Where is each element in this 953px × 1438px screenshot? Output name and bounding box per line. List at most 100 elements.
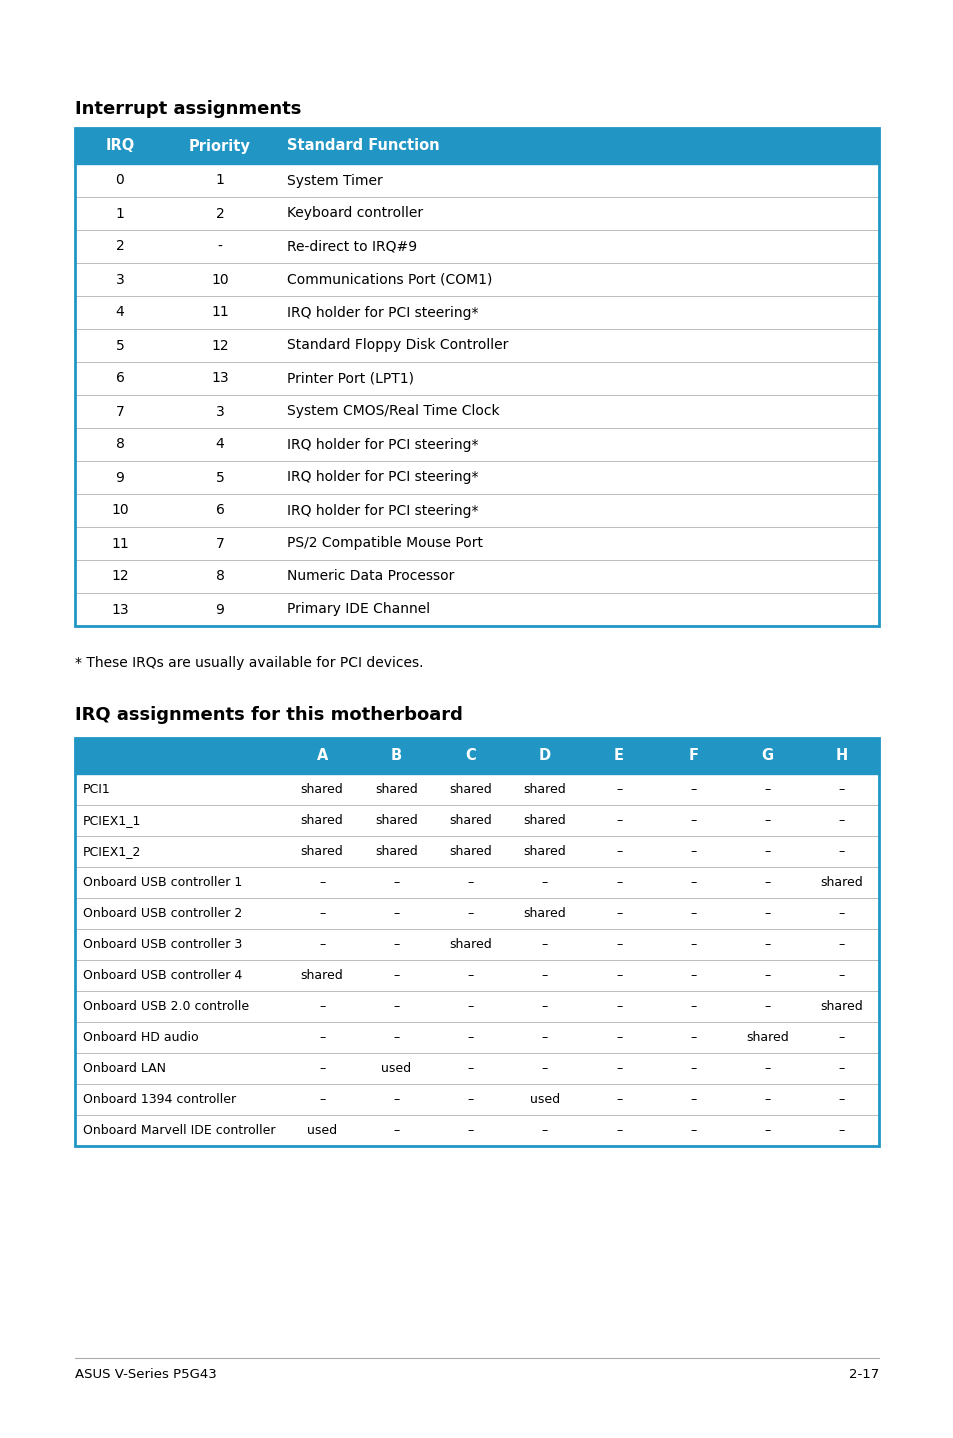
Text: 5: 5	[115, 338, 124, 352]
Text: shared: shared	[820, 876, 862, 889]
Text: IRQ holder for PCI steering*: IRQ holder for PCI steering*	[287, 503, 478, 518]
Text: –: –	[616, 814, 621, 827]
Text: –: –	[616, 876, 621, 889]
Bar	[75, 128, 878, 626]
Text: 5: 5	[215, 470, 224, 485]
Text: –: –	[690, 846, 696, 858]
Text: 1: 1	[115, 207, 124, 220]
Text: 12: 12	[211, 338, 229, 352]
Text: 10: 10	[112, 503, 129, 518]
Text: –: –	[838, 907, 844, 920]
Text: shared: shared	[523, 784, 566, 797]
Text: IRQ holder for PCI steering*: IRQ holder for PCI steering*	[287, 305, 478, 319]
Bar	[75, 128, 878, 164]
Text: –: –	[467, 1093, 474, 1106]
Text: 13: 13	[211, 371, 229, 385]
Text: –: –	[393, 999, 399, 1012]
Text: Onboard USB 2.0 controlle: Onboard USB 2.0 controlle	[83, 999, 249, 1012]
Text: used: used	[307, 1125, 336, 1137]
Text: –: –	[467, 876, 474, 889]
Text: –: –	[541, 1031, 547, 1044]
Text: –: –	[690, 938, 696, 951]
Text: –: –	[690, 907, 696, 920]
Text: IRQ: IRQ	[105, 138, 134, 154]
Text: 8: 8	[215, 569, 224, 584]
Text: 9: 9	[115, 470, 124, 485]
Text: –: –	[838, 784, 844, 797]
Text: –: –	[616, 907, 621, 920]
Text: 4: 4	[215, 437, 224, 452]
Text: shared: shared	[523, 846, 566, 858]
Text: –: –	[467, 969, 474, 982]
Text: –: –	[763, 1093, 770, 1106]
Text: –: –	[616, 784, 621, 797]
Text: –: –	[393, 907, 399, 920]
Text: Re-direct to IRQ#9: Re-direct to IRQ#9	[287, 240, 416, 253]
Bar	[75, 738, 878, 774]
Text: shared: shared	[375, 846, 417, 858]
Text: shared: shared	[375, 784, 417, 797]
Text: –: –	[616, 1063, 621, 1076]
Text: –: –	[541, 938, 547, 951]
Text: 0: 0	[115, 174, 124, 187]
Text: Interrupt assignments: Interrupt assignments	[75, 101, 301, 118]
Text: PS/2 Compatible Mouse Port: PS/2 Compatible Mouse Port	[287, 536, 482, 551]
Text: shared: shared	[820, 999, 862, 1012]
Text: 11: 11	[211, 305, 229, 319]
Text: –: –	[616, 969, 621, 982]
Text: –: –	[318, 938, 325, 951]
Text: -: -	[217, 240, 222, 253]
Text: System Timer: System Timer	[287, 174, 382, 187]
Text: –: –	[763, 814, 770, 827]
Text: D: D	[538, 749, 551, 764]
Text: 4: 4	[115, 305, 124, 319]
Text: G: G	[760, 749, 773, 764]
Text: –: –	[763, 999, 770, 1012]
Text: Numeric Data Processor: Numeric Data Processor	[287, 569, 454, 584]
Text: PCI1: PCI1	[83, 784, 111, 797]
Text: shared: shared	[300, 814, 343, 827]
Text: A: A	[316, 749, 328, 764]
Text: 1: 1	[215, 174, 224, 187]
Text: shared: shared	[300, 846, 343, 858]
Text: 8: 8	[115, 437, 124, 452]
Text: 2: 2	[215, 207, 224, 220]
Text: H: H	[835, 749, 847, 764]
Text: shared: shared	[745, 1031, 788, 1044]
Text: F: F	[688, 749, 698, 764]
Text: –: –	[467, 1125, 474, 1137]
Text: –: –	[541, 969, 547, 982]
Text: –: –	[541, 999, 547, 1012]
Text: IRQ assignments for this motherboard: IRQ assignments for this motherboard	[75, 706, 462, 723]
Text: shared: shared	[523, 907, 566, 920]
Text: –: –	[318, 1093, 325, 1106]
Text: –: –	[690, 876, 696, 889]
Text: Standard Floppy Disk Controller: Standard Floppy Disk Controller	[287, 338, 508, 352]
Text: –: –	[763, 846, 770, 858]
Text: –: –	[690, 784, 696, 797]
Text: Onboard Marvell IDE controller: Onboard Marvell IDE controller	[83, 1125, 275, 1137]
Text: –: –	[541, 1063, 547, 1076]
Text: –: –	[838, 1093, 844, 1106]
Text: –: –	[393, 1093, 399, 1106]
Text: C: C	[465, 749, 476, 764]
Text: –: –	[318, 876, 325, 889]
Text: –: –	[690, 969, 696, 982]
Text: 6: 6	[215, 503, 224, 518]
Text: –: –	[318, 999, 325, 1012]
Text: –: –	[393, 969, 399, 982]
Text: –: –	[616, 1031, 621, 1044]
Text: 7: 7	[115, 404, 124, 418]
Text: –: –	[763, 938, 770, 951]
Text: Primary IDE Channel: Primary IDE Channel	[287, 603, 430, 617]
Text: –: –	[838, 938, 844, 951]
Text: –: –	[541, 876, 547, 889]
Text: –: –	[838, 1063, 844, 1076]
Text: –: –	[616, 846, 621, 858]
Text: Onboard USB controller 1: Onboard USB controller 1	[83, 876, 242, 889]
Text: –: –	[393, 876, 399, 889]
Text: B: B	[391, 749, 401, 764]
Text: –: –	[393, 1031, 399, 1044]
Text: IRQ holder for PCI steering*: IRQ holder for PCI steering*	[287, 437, 478, 452]
Text: shared: shared	[449, 846, 492, 858]
